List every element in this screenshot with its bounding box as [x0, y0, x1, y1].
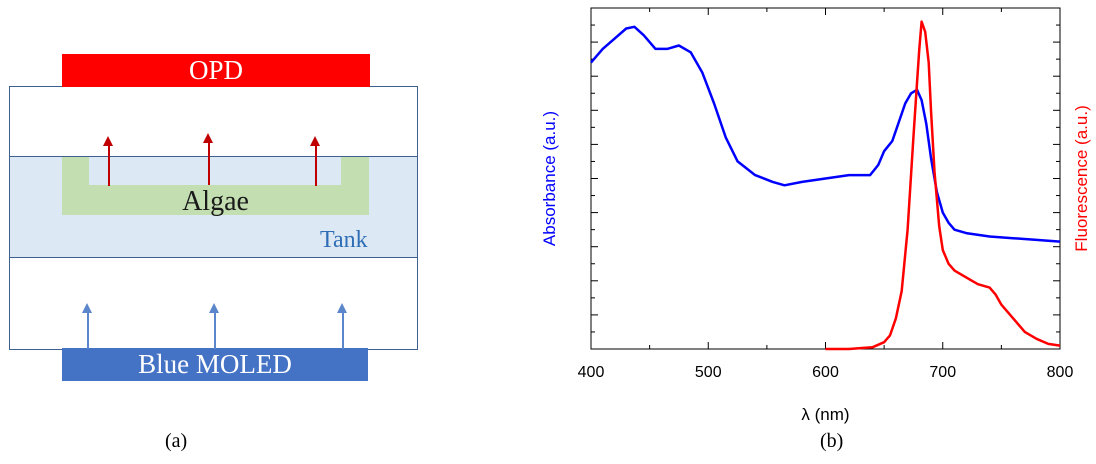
- spectra-chart: 400 500 600 700 800 λ (nm) Absorbance (a.u.) Fl…: [540, 7, 1091, 424]
- x-axis-label: λ (nm): [801, 405, 849, 424]
- x-tick-label: 400: [578, 364, 605, 381]
- panel-a-caption: (a): [165, 430, 188, 452]
- fluorescence-line: [825, 20, 1061, 351]
- algae-label: Algae: [182, 186, 249, 217]
- x-tick-label: 500: [695, 364, 722, 381]
- blue-moled-source: Blue MOLED: [62, 348, 368, 381]
- panel-b-caption: (b): [820, 430, 844, 452]
- schematic-panel: Algae Tank OPD Blue MOLED (a): [0, 0, 420, 464]
- absorbance-line: [590, 25, 1061, 243]
- upper-chamber: [9, 86, 418, 157]
- algae-layer: [62, 185, 369, 215]
- spectra-chart-panel: 400 500 600 700 800 λ (nm) Absorbance (a.u.) Fl…: [530, 0, 1096, 464]
- y-axis-label-left: Absorbance (a.u.): [540, 111, 559, 246]
- x-tick-label: 800: [1047, 364, 1074, 381]
- tank-label: Tank: [320, 227, 368, 253]
- y-axis-label-right: Fluorescence (a.u.): [1072, 105, 1091, 251]
- x-tick-label: 700: [929, 364, 956, 381]
- opd-detector: OPD: [62, 54, 370, 87]
- x-tick-label: 600: [812, 364, 839, 381]
